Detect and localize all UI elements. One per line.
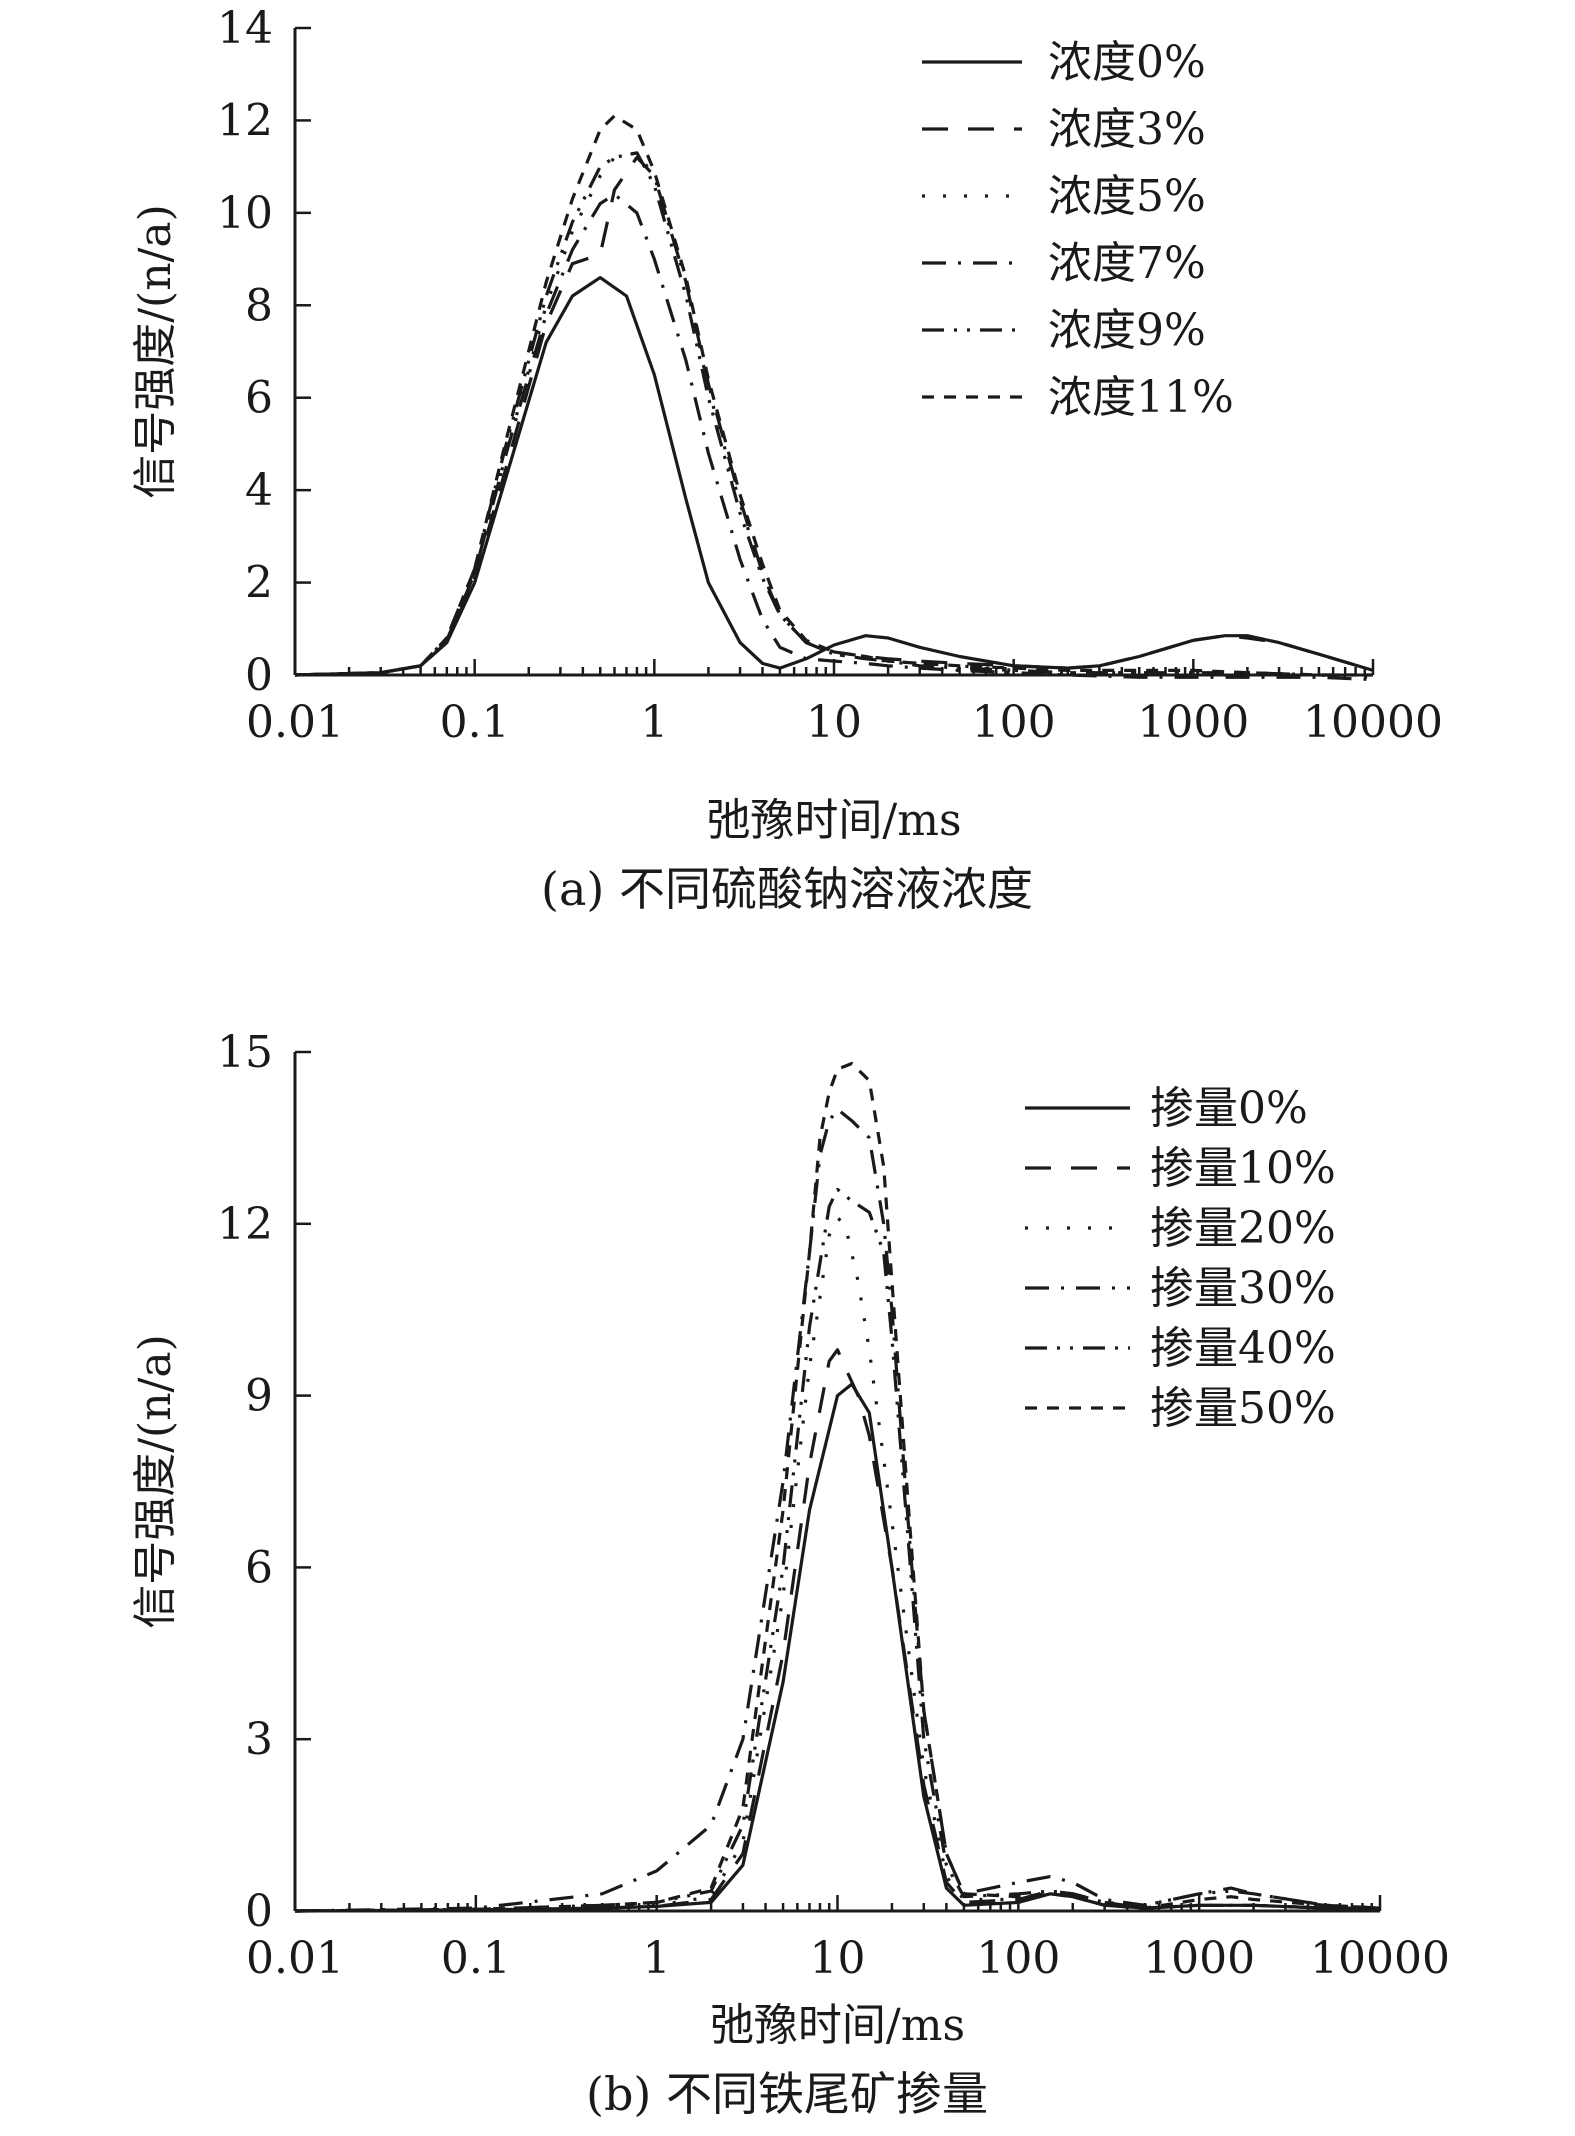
x-tick-label: 1000 (1143, 1933, 1255, 1984)
series-line-4 (294, 1107, 1381, 1913)
x-tick-label: 10 (810, 1933, 866, 1984)
x-axis-title: 弛豫时间/ms (710, 2000, 965, 2051)
x-tick-label: 10000 (1310, 1933, 1450, 1984)
y-tick-label: 10 (217, 188, 273, 239)
legend-label: 浓度0% (1048, 37, 1206, 88)
y-axis-title: 信号强度/(n/a) (130, 1334, 181, 1629)
x-tick-label: 0.01 (246, 1933, 344, 1984)
legend: 浓度0% 浓度3% 浓度5% 浓度7% 浓度9% 浓度11% (922, 37, 1234, 423)
series-line-2 (294, 1348, 1380, 1913)
y-tick-label: 12 (217, 1199, 273, 1250)
y-tick-label: 0 (245, 1886, 273, 1937)
legend-label: 浓度3% (1048, 104, 1206, 155)
y-tick-label: 6 (245, 373, 273, 424)
legend-label: 掺量40% (1150, 1323, 1336, 1374)
legend: 掺量0% 掺量10% 掺量20% 掺量30% 掺量40% 掺量50% (1025, 1083, 1336, 1434)
y-axis-title: 信号强度/(n/a) (130, 204, 181, 499)
x-tick-label: 10000 (1303, 697, 1443, 748)
series-line-5 (294, 1187, 1381, 1913)
y-tick-label: 12 (217, 95, 273, 146)
x-axis-title: 弛豫时间/ms (706, 795, 961, 846)
chart-caption: (b) 不同铁尾矿掺量 (586, 2067, 988, 2121)
chart-b: 0 3 6 9 12 15 0.01 0.1 1 10 100 1000 10000 弛豫时间/ms 信号强… (130, 1027, 1450, 2121)
legend-label: 掺量20% (1150, 1203, 1336, 1254)
y-tick-label: 0 (245, 650, 273, 701)
legend-label: 掺量30% (1150, 1263, 1336, 1314)
x-tick-label: 1000 (1137, 697, 1249, 748)
series-line-6 (294, 1061, 1381, 1913)
legend-label: 浓度7% (1048, 238, 1206, 289)
x-tick-label: 0.1 (441, 1933, 511, 1984)
legend-label: 浓度5% (1048, 171, 1206, 222)
x-tick-label: 100 (976, 1933, 1060, 1984)
x-tick-label: 0.1 (440, 697, 510, 748)
x-tick-label: 0.01 (246, 697, 344, 748)
y-tick-label: 14 (217, 3, 273, 54)
chart-a: 0 2 4 6 8 10 12 14 0.01 0.1 1 10 100 1000 10000 弛豫时间/ms… (130, 3, 1443, 916)
chart-caption: (a) 不同硫酸钠溶液浓度 (541, 862, 1033, 916)
y-tick-label: 2 (245, 558, 273, 609)
legend-label: 掺量50% (1150, 1383, 1336, 1434)
x-tick-label: 1 (643, 1933, 671, 1984)
series-line-1 (294, 276, 1374, 677)
series-line-4 (294, 192, 1374, 682)
series-group (294, 1061, 1381, 1913)
y-tick-label: 4 (245, 465, 273, 516)
x-tick-label: 100 (972, 697, 1056, 748)
series-line-1 (294, 1382, 1380, 1913)
y-tick-label: 3 (245, 1714, 273, 1765)
series-group (294, 114, 1374, 682)
series-line-5 (294, 151, 1373, 677)
x-tick-label: 1 (640, 697, 668, 748)
series-line-3 (294, 151, 1374, 679)
x-tick-label: 10 (806, 697, 862, 748)
legend-label: 掺量0% (1150, 1083, 1308, 1134)
legend-label: 掺量10% (1150, 1143, 1336, 1194)
y-tick-label: 6 (245, 1542, 273, 1593)
y-tick-label: 8 (245, 280, 273, 331)
axes: 0 3 6 9 12 15 0.01 0.1 1 10 100 1000 10000 (217, 1027, 1450, 1984)
legend-label: 浓度11% (1048, 372, 1234, 423)
y-tick-label: 9 (245, 1371, 273, 1422)
legend-label: 浓度9% (1048, 305, 1206, 356)
axes: 0 2 4 6 8 10 12 14 0.01 0.1 1 10 100 1000 10000 (217, 3, 1443, 748)
y-tick-label: 15 (217, 1027, 273, 1078)
